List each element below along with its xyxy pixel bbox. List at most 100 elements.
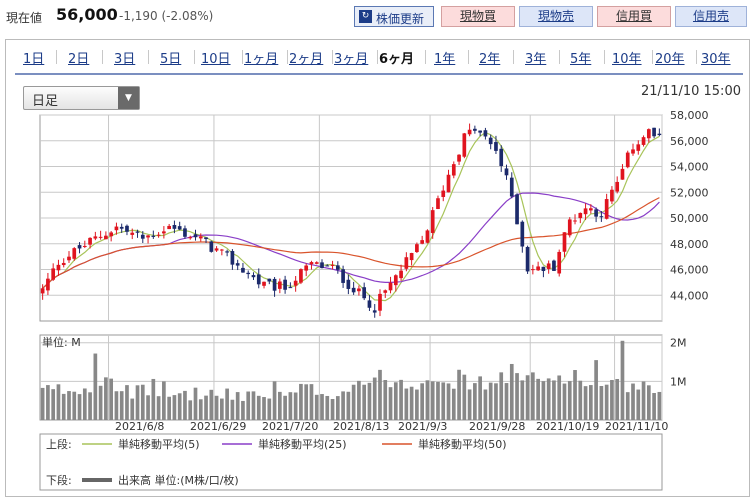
volume-tick-label: 1M: [670, 375, 687, 388]
period-tab-3y[interactable]: 3年: [525, 52, 547, 67]
candle-body: [162, 231, 166, 234]
candle-body: [578, 212, 583, 219]
period-tab-30y[interactable]: 30年: [701, 52, 731, 67]
volume-bar: [167, 396, 171, 420]
margin-sell-button[interactable]: 信用売: [675, 6, 747, 27]
volume-bar: [546, 378, 551, 420]
volume-bar: [610, 380, 614, 420]
period-tab-5y[interactable]: 5年: [570, 52, 592, 67]
candle-body: [488, 137, 493, 145]
candle-body: [367, 300, 372, 308]
chart-datetime: 21/11/10 15:00: [641, 84, 741, 99]
period-tabs-underline: [15, 73, 743, 75]
spot-buy-button[interactable]: 現物買: [441, 6, 515, 27]
candle-body: [77, 245, 82, 249]
volume-bar: [415, 389, 419, 420]
period-tab-10d[interactable]: 10日: [201, 52, 231, 67]
candle-body: [220, 249, 224, 251]
volume-bar: [246, 391, 251, 420]
volume-bar: [620, 340, 625, 420]
volume-bar: [188, 400, 193, 420]
candle-body: [473, 128, 477, 131]
period-tab-1d[interactable]: 1日: [23, 52, 45, 67]
volume-bar: [162, 381, 166, 420]
candle-body: [604, 199, 609, 219]
candle-body: [235, 263, 240, 266]
volume-bar: [409, 386, 414, 420]
candle-body: [573, 220, 577, 222]
volume-unit-label: 単位: M: [42, 335, 81, 349]
price-tick-label: 46,000: [670, 264, 709, 277]
refresh-price-button[interactable]: ↻ 株価更新: [354, 6, 434, 27]
candle-body: [204, 237, 208, 240]
period-tab-3d[interactable]: 3日: [114, 52, 136, 67]
volume-bar: [277, 391, 282, 420]
volume-bar: [146, 395, 150, 420]
candle-body: [104, 235, 108, 240]
legend-panel-frame: [39, 433, 663, 491]
candle-body: [88, 237, 92, 245]
price-tick-label: 50,000: [670, 212, 709, 225]
volume-bar: [241, 400, 245, 420]
volume-bar: [104, 377, 108, 420]
volume-bar: [214, 395, 219, 420]
candle-body: [167, 225, 171, 230]
volume-bar: [425, 380, 430, 420]
volume-bar: [473, 383, 477, 420]
volume-bar: [156, 396, 161, 420]
period-tab-2y[interactable]: 2年: [479, 52, 501, 67]
refresh-label: 株価更新: [376, 12, 425, 26]
volume-bar: [504, 383, 509, 420]
candle-body: [594, 209, 598, 217]
price-label: 現在値: [6, 11, 43, 25]
volume-bar: [67, 391, 71, 420]
candle-body: [425, 230, 430, 243]
volume-bar: [262, 397, 266, 420]
candle-body: [378, 293, 382, 311]
candle-body: [457, 154, 461, 162]
candle-body: [504, 168, 509, 176]
candle-body: [562, 232, 567, 252]
period-tab-10y[interactable]: 10年: [612, 52, 642, 67]
volume-bar: [520, 380, 525, 420]
candle-body: [193, 234, 198, 238]
volume-bar: [151, 378, 156, 420]
margin-buy-button[interactable]: 信用買: [597, 6, 671, 27]
interval-select[interactable]: 日足 ▼: [23, 86, 140, 110]
x-tick-label: 2021/11/10: [605, 420, 668, 433]
period-tab-3m[interactable]: 3ヶ月: [334, 52, 369, 67]
volume-bar: [272, 381, 277, 420]
period-tab-2m[interactable]: 2ヶ月: [289, 52, 324, 67]
x-tick-label: 2021/6/8: [115, 420, 164, 433]
period-tab-5d[interactable]: 5日: [160, 52, 182, 67]
spot-sell-button[interactable]: 現物売: [519, 6, 593, 27]
candle-body: [588, 208, 593, 211]
candle-body: [372, 310, 377, 313]
x-tick-label: 2021/7/20: [262, 420, 318, 433]
period-tab-1y[interactable]: 1年: [434, 52, 456, 67]
volume-bar: [351, 384, 356, 420]
period-tab-20y[interactable]: 20年: [655, 52, 685, 67]
x-tick-label: 2021/9/3: [398, 420, 447, 433]
candle-body: [151, 235, 156, 237]
period-tab-6m[interactable]: 6ヶ月: [379, 52, 415, 67]
period-tab-1m[interactable]: 1ヶ月: [244, 52, 279, 67]
x-tick-label: 2021/8/13: [333, 420, 389, 433]
candle-body: [583, 208, 588, 215]
volume-bar: [594, 360, 598, 420]
x-tick-label: 2021/10/19: [536, 420, 599, 433]
volume-bar: [604, 384, 609, 420]
candle-body: [625, 152, 630, 168]
volume-bar: [198, 399, 203, 420]
x-tick-label: 2021/9/28: [469, 420, 525, 433]
volume-bar: [109, 378, 114, 420]
candle-body: [241, 267, 245, 273]
volume-bar: [220, 398, 224, 420]
volume-bar: [378, 369, 382, 420]
candle-body: [362, 287, 367, 299]
volume-bar: [56, 384, 61, 420]
price-tick-label: 58,000: [670, 109, 709, 122]
period-tab-2d[interactable]: 2日: [68, 52, 90, 67]
candle-body: [325, 265, 330, 267]
candle-body: [509, 177, 514, 197]
